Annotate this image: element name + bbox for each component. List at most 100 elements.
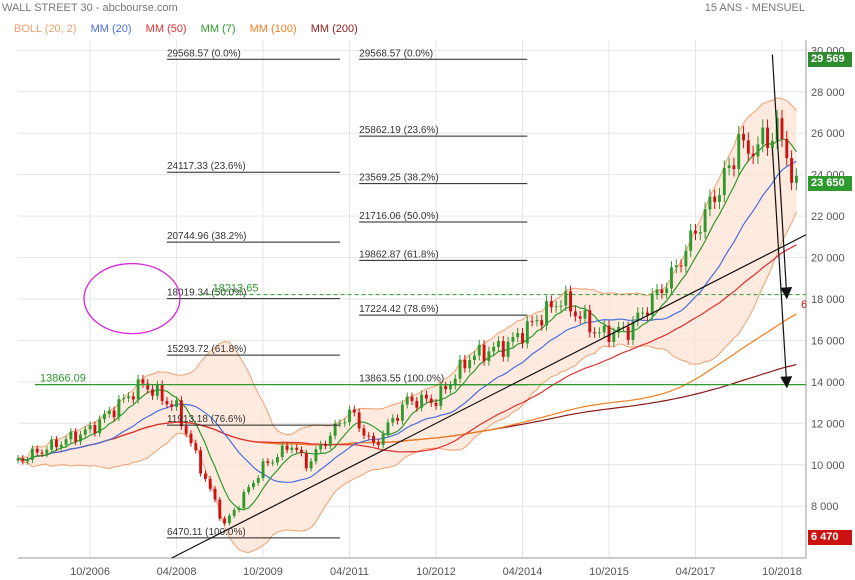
candle-body — [160, 384, 164, 402]
candle-body — [170, 404, 174, 408]
candle-body — [665, 288, 669, 293]
candle-body — [184, 426, 188, 434]
y-tick-label: 10 000 — [811, 460, 845, 472]
candle-body — [742, 133, 745, 141]
candle-body — [655, 289, 659, 294]
candle-body — [362, 428, 366, 436]
candle-body — [761, 127, 765, 145]
candle-body — [458, 359, 462, 379]
candle-body — [588, 310, 592, 333]
candle-body — [670, 267, 673, 289]
candle-body — [194, 443, 198, 451]
candle-body — [165, 401, 169, 405]
candle-body — [199, 450, 203, 474]
fib-left-label: 29568.57 (0.0%) — [167, 48, 241, 59]
candle-body — [367, 435, 371, 437]
candle-body — [564, 291, 568, 306]
candle-body — [261, 461, 265, 478]
fib-right-label: 17224.42 (78.6%) — [359, 304, 439, 315]
candle-body — [694, 230, 697, 234]
candle-body — [285, 445, 289, 450]
support-level-label: 13866.09 — [40, 373, 86, 385]
y-tick-label: 18 000 — [811, 294, 845, 306]
candle-body — [448, 385, 452, 390]
candle-body — [319, 444, 323, 450]
candle-body — [203, 473, 207, 479]
candle-body — [492, 346, 496, 352]
y-tick-label: 8 000 — [811, 501, 839, 513]
candle-body — [549, 301, 553, 308]
candle-body — [746, 140, 750, 154]
candle-body — [59, 444, 63, 448]
y-tick-label: 22 000 — [811, 211, 845, 223]
candle-body — [790, 158, 794, 183]
candle-body — [146, 383, 150, 390]
candle-body — [400, 404, 404, 421]
candle-body — [300, 449, 303, 454]
x-tick-label: 10/2018 — [762, 566, 802, 578]
fib-left-label: 24117.33 (23.6%) — [167, 161, 246, 172]
candle-body — [103, 414, 106, 420]
x-tick-label: 10/2006 — [70, 566, 110, 578]
candle-body — [559, 305, 563, 307]
candle-body — [280, 445, 284, 458]
chart-period: 15 ANS - MENSUEL — [704, 2, 805, 14]
candle-body — [477, 344, 481, 356]
candle-body — [54, 439, 58, 448]
candle-body — [583, 310, 587, 319]
y-tick-label: 12 000 — [811, 418, 845, 430]
candle-body — [338, 423, 342, 425]
fib-right-label: 29568.57 (0.0%) — [359, 48, 433, 59]
candle-body — [271, 462, 275, 464]
candle-body — [40, 452, 44, 454]
y-tick-label: 28 000 — [811, 87, 845, 99]
candle-body — [175, 400, 179, 408]
legend-boll[interactable]: BOLL (20, 2) — [14, 23, 77, 35]
fib-right-label: 23569.25 (38.2%) — [359, 173, 439, 184]
candle-body — [112, 410, 116, 418]
legend-mm100[interactable]: MM (100) — [249, 23, 297, 35]
candle-body — [698, 232, 702, 234]
candle-body — [727, 165, 731, 168]
candle-body — [26, 459, 30, 462]
candle-body — [641, 312, 645, 314]
legend-mm20[interactable]: MM (20) — [90, 23, 132, 35]
x-tick-label: 10/2015 — [589, 566, 629, 578]
legend-mm200[interactable]: MM (200) — [310, 23, 358, 35]
candle-body — [256, 477, 260, 483]
candle-body — [473, 355, 476, 360]
candle-body — [21, 458, 25, 462]
candle-body — [713, 196, 717, 202]
candle-body — [218, 499, 222, 519]
low-price-badge: 6 470 — [808, 530, 852, 545]
y-tick-label: 14 000 — [811, 377, 845, 389]
candle-body — [309, 461, 313, 469]
current-price-badge: 23 650 — [808, 176, 852, 191]
candle-body — [64, 439, 68, 445]
candle-body — [737, 133, 741, 169]
candle-body — [232, 510, 236, 516]
candle-body — [785, 138, 789, 159]
candle-body — [708, 196, 712, 210]
candle-body — [578, 316, 582, 319]
legend-mm7[interactable]: MM (7) — [200, 23, 236, 35]
fib-right-label: 13863.55 (100.0%) — [359, 374, 444, 385]
x-tick-label: 04/2014 — [503, 566, 543, 578]
legend-mm50[interactable]: MM (50) — [145, 23, 187, 35]
candle-body — [179, 400, 183, 427]
fib-left-label: 18019.34 (50.0%) — [167, 288, 247, 299]
candle-body — [35, 448, 39, 453]
candle-body — [381, 433, 385, 446]
candle-body — [597, 332, 601, 334]
projection-arrow — [771, 147, 793, 389]
x-tick-label: 04/2011 — [330, 566, 369, 578]
candle-body — [352, 409, 356, 413]
indicator-legend: BOLL (20, 2) MM (20) MM (50) MM (7) MM (… — [14, 23, 369, 35]
candle-body — [660, 289, 664, 293]
candle-body — [295, 447, 299, 450]
candle-body — [751, 153, 755, 157]
mm20-line — [17, 160, 797, 483]
fib-right-label: 25862.19 (23.6%) — [359, 125, 439, 136]
candle-body — [554, 306, 558, 308]
